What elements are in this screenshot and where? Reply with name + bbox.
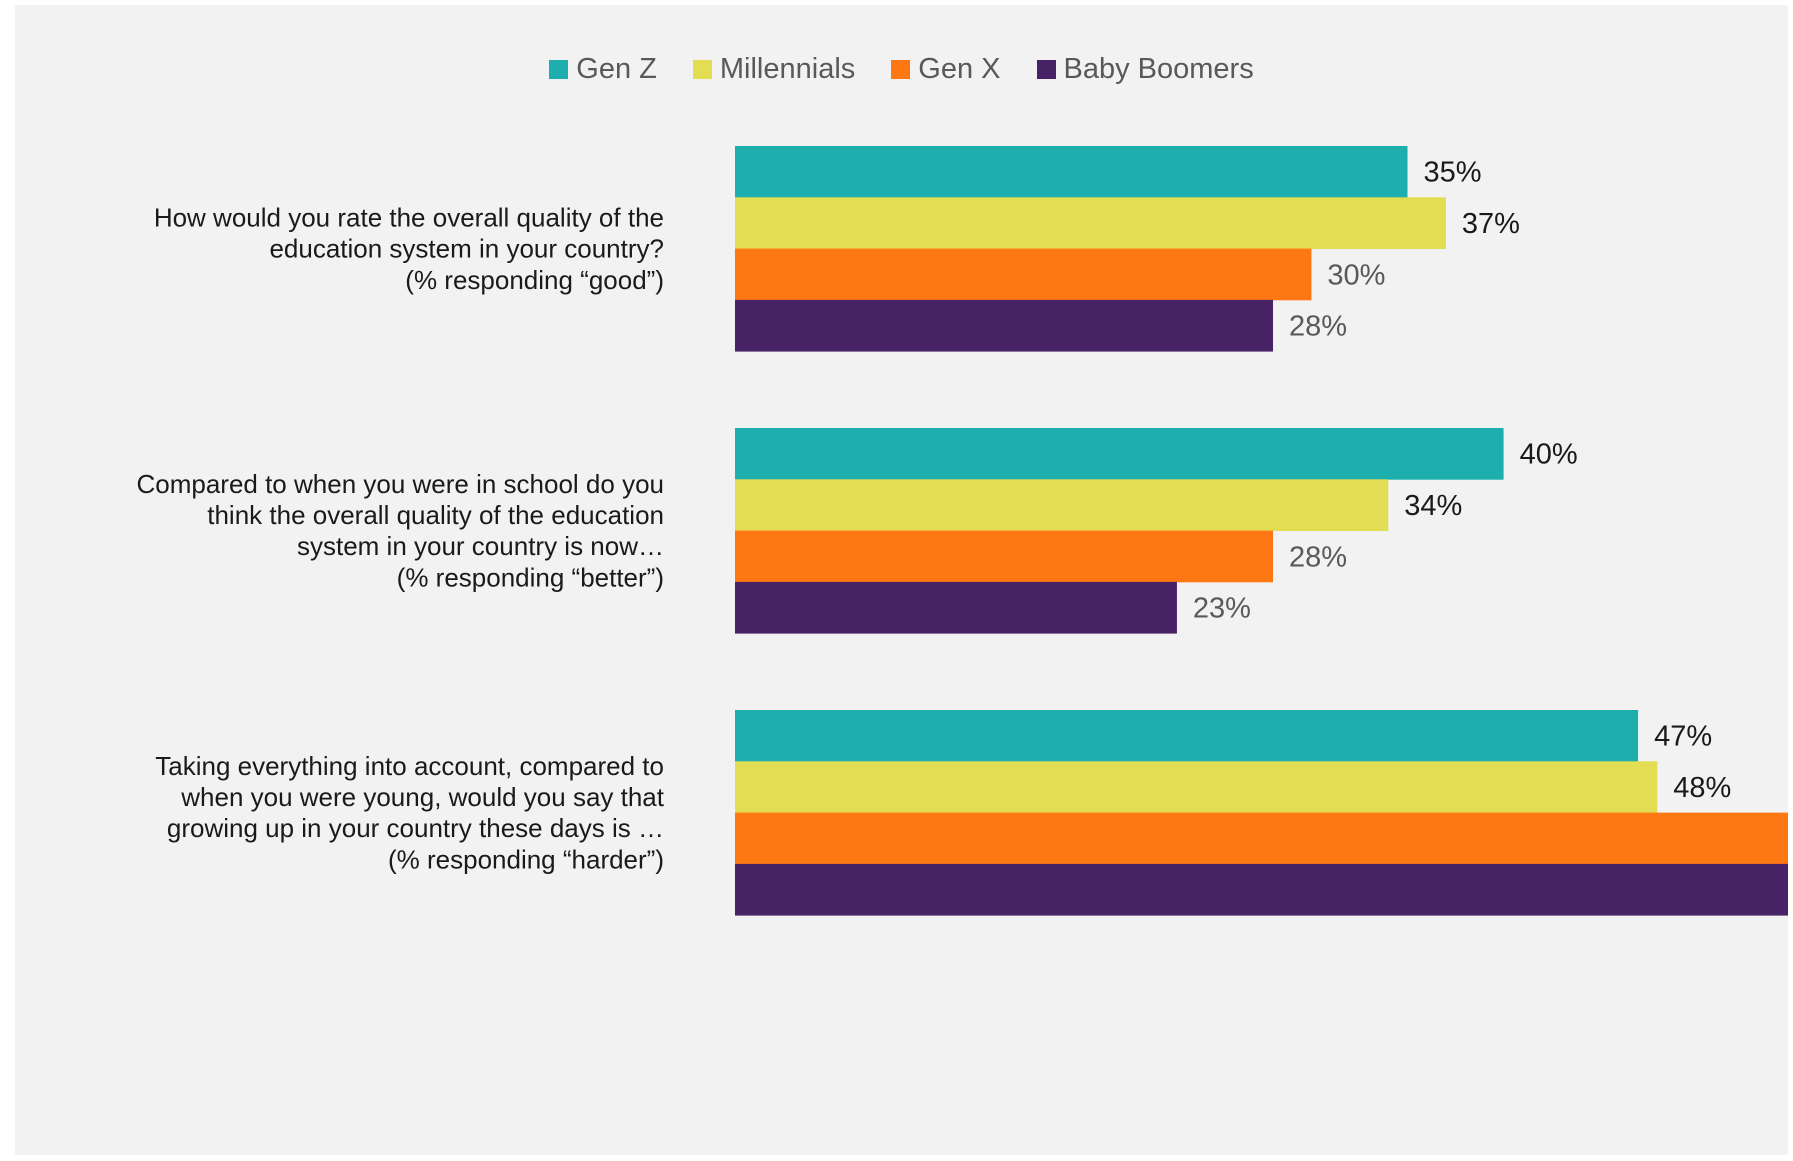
category-label-line: (% responding “better”): [397, 562, 664, 592]
data-label: 28%: [1289, 541, 1347, 573]
category-label: How would you rate the overall quality o…: [154, 202, 664, 294]
bar: [735, 863, 1788, 916]
category-label-line: when you were young, would you say that: [180, 782, 665, 812]
category-label-line: education system in your country?: [269, 234, 664, 264]
data-label: 30%: [1327, 259, 1385, 291]
data-label: 48%: [1673, 772, 1731, 804]
data-label: 37%: [1462, 208, 1520, 240]
category-label: Taking everything into account, compared…: [155, 751, 665, 875]
category-label-line: (% responding “good”): [405, 265, 664, 295]
category-label: Compared to when you were in school do y…: [136, 469, 664, 593]
legend-swatch: [1036, 60, 1056, 79]
data-label: 28%: [1289, 311, 1347, 343]
legend-label: Millennials: [719, 53, 856, 85]
legend-label: Gen X: [918, 53, 1001, 85]
category-label-line: Taking everything into account, compared…: [155, 751, 664, 781]
bar: [735, 428, 1504, 480]
data-label: 34%: [1404, 490, 1462, 522]
category-label-line: system in your country is now…: [297, 531, 664, 561]
category-label-line: How would you rate the overall quality o…: [154, 202, 664, 232]
bar: [735, 812, 1788, 865]
bar: [735, 710, 1639, 762]
bar: [735, 248, 1312, 301]
bar: [735, 299, 1273, 352]
data-label: 40%: [1520, 439, 1578, 471]
chart-legend: Gen Z Millennials Gen X Baby Boomers: [15, 53, 1788, 86]
bar: [735, 479, 1389, 531]
bar: [735, 146, 1408, 198]
data-label: 47%: [1654, 721, 1712, 753]
legend-item: Baby Boomers: [1036, 53, 1254, 86]
bar: [735, 761, 1658, 813]
data-label: 23%: [1193, 593, 1251, 625]
data-label: 35%: [1424, 157, 1482, 189]
category-label-line: growing up in your country these days is…: [167, 813, 664, 843]
chart-panel: Gen Z Millennials Gen X Baby Boomers How wo…: [15, 5, 1788, 1155]
legend-item: Gen Z: [549, 53, 657, 86]
category-label-line: (% responding “harder”): [388, 844, 664, 874]
legend-label: Gen Z: [576, 53, 657, 85]
category-label-line: Compared to when you were in school do y…: [136, 469, 664, 499]
legend-label: Baby Boomers: [1063, 53, 1254, 85]
category-label-line: think the overall quality of the educati…: [207, 500, 664, 530]
bar-chart: How would you rate the overall quality o…: [136, 146, 1788, 916]
legend-item: Millennials: [692, 53, 856, 86]
bar: [735, 197, 1446, 249]
legend-swatch: [549, 60, 569, 79]
legend-swatch: [891, 60, 911, 79]
bar: [735, 581, 1177, 634]
legend-item: Gen X: [891, 53, 1001, 86]
legend-swatch: [692, 60, 712, 79]
bar: [735, 530, 1273, 583]
